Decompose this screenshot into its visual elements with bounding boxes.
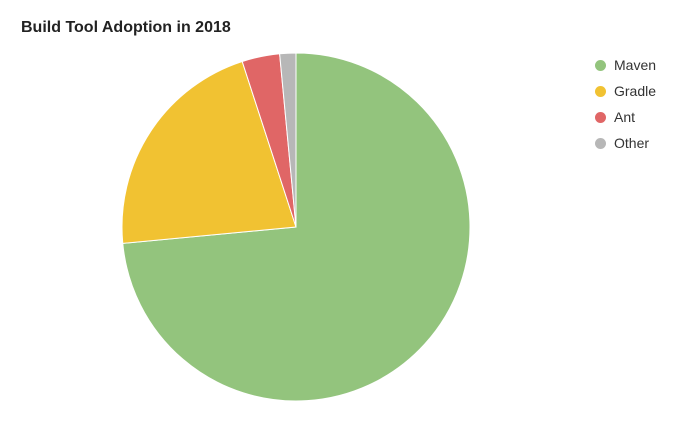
legend-item-ant: Ant bbox=[595, 104, 656, 130]
pie-slice-gradle bbox=[121, 60, 297, 244]
chart-title: Build Tool Adoption in 2018 bbox=[21, 19, 231, 36]
pie-slice-other bbox=[279, 52, 297, 228]
legend-swatch bbox=[595, 59, 606, 71]
legend-swatch bbox=[595, 111, 606, 123]
legend-swatch bbox=[595, 85, 606, 97]
legend-item-maven: Maven bbox=[595, 52, 656, 78]
legend-label: Ant bbox=[614, 109, 636, 125]
legend-label: Maven bbox=[614, 57, 657, 73]
chart-legend: Maven Gradle Ant Other bbox=[595, 52, 656, 156]
legend-item-other: Other bbox=[595, 130, 656, 156]
legend-swatch bbox=[595, 137, 606, 149]
legend-item-gradle: Gradle bbox=[595, 78, 656, 104]
legend-label: Gradle bbox=[614, 83, 657, 99]
legend-label: Other bbox=[614, 135, 650, 151]
